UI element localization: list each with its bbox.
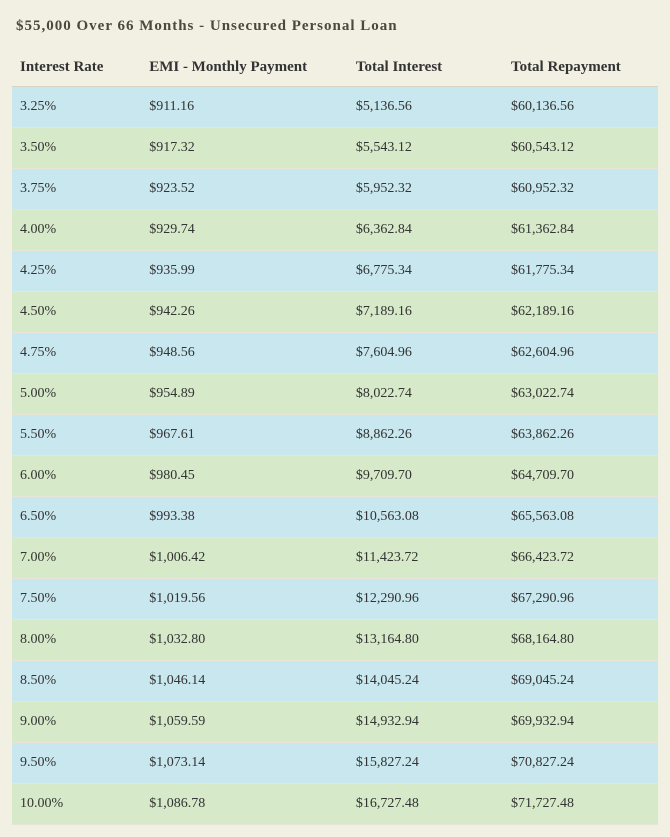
- table-cell: $5,543.12: [348, 128, 503, 169]
- table-cell: $14,932.94: [348, 702, 503, 743]
- table-cell: $62,604.96: [503, 333, 658, 374]
- table-row: 9.50%$1,073.14$15,827.24$70,827.24: [12, 743, 658, 784]
- table-cell: $967.61: [141, 415, 348, 456]
- col-header-emi: EMI - Monthly Payment: [141, 49, 348, 87]
- table-cell: $63,022.74: [503, 374, 658, 415]
- table-cell: 4.50%: [12, 292, 141, 333]
- table-cell: $5,952.32: [348, 169, 503, 210]
- table-cell: $980.45: [141, 456, 348, 497]
- table-cell: $63,862.26: [503, 415, 658, 456]
- table-cell: 3.75%: [12, 169, 141, 210]
- table-cell: $69,932.94: [503, 702, 658, 743]
- table-row: 8.00%$1,032.80$13,164.80$68,164.80: [12, 620, 658, 661]
- table-cell: 7.50%: [12, 579, 141, 620]
- col-header-rate: Interest Rate: [12, 49, 141, 87]
- loan-table: Interest Rate EMI - Monthly Payment Tota…: [12, 49, 658, 825]
- table-row: 4.00%$929.74$6,362.84$61,362.84: [12, 210, 658, 251]
- table-row: 3.75%$923.52$5,952.32$60,952.32: [12, 169, 658, 210]
- table-cell: 6.00%: [12, 456, 141, 497]
- table-cell: $70,827.24: [503, 743, 658, 784]
- table-header-row: Interest Rate EMI - Monthly Payment Tota…: [12, 49, 658, 87]
- table-row: 7.00%$1,006.42$11,423.72$66,423.72: [12, 538, 658, 579]
- table-row: 6.50%$993.38$10,563.08$65,563.08: [12, 497, 658, 538]
- table-cell: $10,563.08: [348, 497, 503, 538]
- table-cell: 6.50%: [12, 497, 141, 538]
- page-title: $55,000 Over 66 Months - Unsecured Perso…: [12, 12, 658, 49]
- table-cell: 10.00%: [12, 784, 141, 825]
- table-cell: $993.38: [141, 497, 348, 538]
- table-cell: $16,727.48: [348, 784, 503, 825]
- table-cell: $917.32: [141, 128, 348, 169]
- table-cell: $1,059.59: [141, 702, 348, 743]
- table-cell: $1,073.14: [141, 743, 348, 784]
- col-header-interest: Total Interest: [348, 49, 503, 87]
- table-cell: $5,136.56: [348, 87, 503, 128]
- table-cell: $1,032.80: [141, 620, 348, 661]
- table-cell: $8,022.74: [348, 374, 503, 415]
- table-cell: 7.00%: [12, 538, 141, 579]
- table-cell: $60,136.56: [503, 87, 658, 128]
- table-cell: $6,362.84: [348, 210, 503, 251]
- table-cell: $11,423.72: [348, 538, 503, 579]
- table-cell: $948.56: [141, 333, 348, 374]
- table-cell: $14,045.24: [348, 661, 503, 702]
- table-cell: $911.16: [141, 87, 348, 128]
- table-cell: 3.25%: [12, 87, 141, 128]
- table-row: 8.50%$1,046.14$14,045.24$69,045.24: [12, 661, 658, 702]
- table-cell: $6,775.34: [348, 251, 503, 292]
- table-cell: 8.00%: [12, 620, 141, 661]
- table-row: 5.00%$954.89$8,022.74$63,022.74: [12, 374, 658, 415]
- table-cell: $7,189.16: [348, 292, 503, 333]
- table-cell: $60,952.32: [503, 169, 658, 210]
- table-cell: 5.50%: [12, 415, 141, 456]
- table-cell: $935.99: [141, 251, 348, 292]
- table-row: 4.50%$942.26$7,189.16$62,189.16: [12, 292, 658, 333]
- table-cell: $7,604.96: [348, 333, 503, 374]
- table-row: 4.25%$935.99$6,775.34$61,775.34: [12, 251, 658, 292]
- table-cell: $13,164.80: [348, 620, 503, 661]
- table-cell: 9.00%: [12, 702, 141, 743]
- table-cell: $64,709.70: [503, 456, 658, 497]
- table-cell: $62,189.16: [503, 292, 658, 333]
- table-row: 10.00%$1,086.78$16,727.48$71,727.48: [12, 784, 658, 825]
- table-cell: $65,563.08: [503, 497, 658, 538]
- table-cell: $954.89: [141, 374, 348, 415]
- table-cell: $69,045.24: [503, 661, 658, 702]
- table-cell: 4.75%: [12, 333, 141, 374]
- table-cell: $1,086.78: [141, 784, 348, 825]
- table-cell: $68,164.80: [503, 620, 658, 661]
- table-cell: $1,019.56: [141, 579, 348, 620]
- table-cell: $12,290.96: [348, 579, 503, 620]
- table-cell: 3.50%: [12, 128, 141, 169]
- table-cell: $66,423.72: [503, 538, 658, 579]
- table-cell: $71,727.48: [503, 784, 658, 825]
- table-row: 7.50%$1,019.56$12,290.96$67,290.96: [12, 579, 658, 620]
- table-cell: $61,362.84: [503, 210, 658, 251]
- table-row: 9.00%$1,059.59$14,932.94$69,932.94: [12, 702, 658, 743]
- table-row: 6.00%$980.45$9,709.70$64,709.70: [12, 456, 658, 497]
- table-cell: $929.74: [141, 210, 348, 251]
- table-cell: $60,543.12: [503, 128, 658, 169]
- table-cell: $923.52: [141, 169, 348, 210]
- table-row: 3.25%$911.16$5,136.56$60,136.56: [12, 87, 658, 128]
- table-cell: $61,775.34: [503, 251, 658, 292]
- table-cell: 5.00%: [12, 374, 141, 415]
- table-row: 5.50%$967.61$8,862.26$63,862.26: [12, 415, 658, 456]
- table-cell: $8,862.26: [348, 415, 503, 456]
- table-row: 4.75%$948.56$7,604.96$62,604.96: [12, 333, 658, 374]
- table-cell: 4.00%: [12, 210, 141, 251]
- table-cell: 4.25%: [12, 251, 141, 292]
- table-cell: 9.50%: [12, 743, 141, 784]
- table-cell: $9,709.70: [348, 456, 503, 497]
- table-row: 3.50%$917.32$5,543.12$60,543.12: [12, 128, 658, 169]
- table-cell: $942.26: [141, 292, 348, 333]
- table-cell: $1,046.14: [141, 661, 348, 702]
- col-header-total: Total Repayment: [503, 49, 658, 87]
- table-cell: $67,290.96: [503, 579, 658, 620]
- table-cell: 8.50%: [12, 661, 141, 702]
- table-cell: $15,827.24: [348, 743, 503, 784]
- table-cell: $1,006.42: [141, 538, 348, 579]
- loan-table-container: $55,000 Over 66 Months - Unsecured Perso…: [12, 12, 658, 825]
